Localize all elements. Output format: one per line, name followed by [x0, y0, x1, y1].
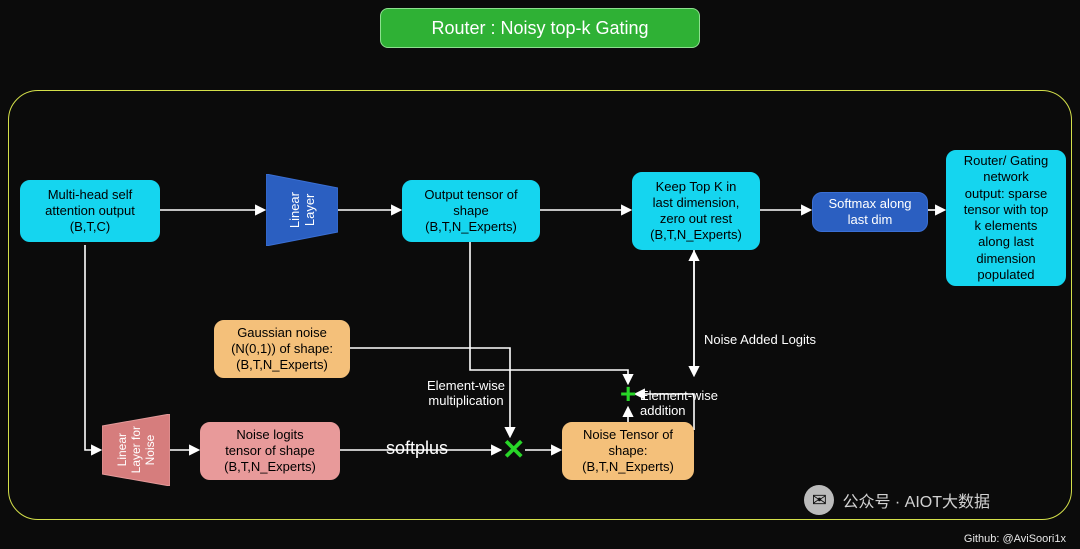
node-gaussian-noise: Gaussian noise(N(0,1)) of shape:(B,T,N_E…	[214, 320, 350, 378]
linear-layer-label: LinearLayer	[287, 192, 317, 228]
credit-text: Github: @AviSoori1x	[964, 533, 1066, 545]
add-icon: +	[620, 380, 636, 408]
node-output-tensor: Output tensor ofshape(B,T,N_Experts)	[402, 180, 540, 242]
node-linear-noise: LinearLayer forNoise	[102, 414, 170, 486]
label-noise-added-logits: Noise Added Logits	[704, 332, 864, 347]
label-elementwise-mult: Element-wisemultiplication	[406, 378, 526, 408]
label-softplus: softplus	[386, 438, 448, 459]
wechat-text: 公众号 · AIOT大数据	[842, 488, 990, 512]
label-elementwise-add: Element-wiseaddition	[640, 388, 750, 418]
diagram-title: Router : Noisy top-k Gating	[380, 8, 700, 48]
node-topk: Keep Top K inlast dimension,zero out res…	[632, 172, 760, 250]
node-noise-tensor: Noise Tensor ofshape:(B,T,N_Experts)	[562, 422, 694, 480]
wechat-watermark: ✉ 公众号 · AIOT大数据	[804, 485, 990, 515]
node-linear-layer: LinearLayer	[266, 174, 338, 246]
node-softmax: Softmax alonglast dim	[812, 192, 928, 232]
node-input: Multi-head selfattention output(B,T,C)	[20, 180, 160, 242]
linear-noise-label: LinearLayer forNoise	[115, 426, 157, 473]
wechat-icon: ✉	[804, 485, 834, 515]
node-output: Router/ Gatingnetworkoutput: sparsetenso…	[946, 150, 1066, 286]
multiply-icon: ✕	[502, 436, 525, 464]
node-noise-logits: Noise logitstensor of shape(B,T,N_Expert…	[200, 422, 340, 480]
